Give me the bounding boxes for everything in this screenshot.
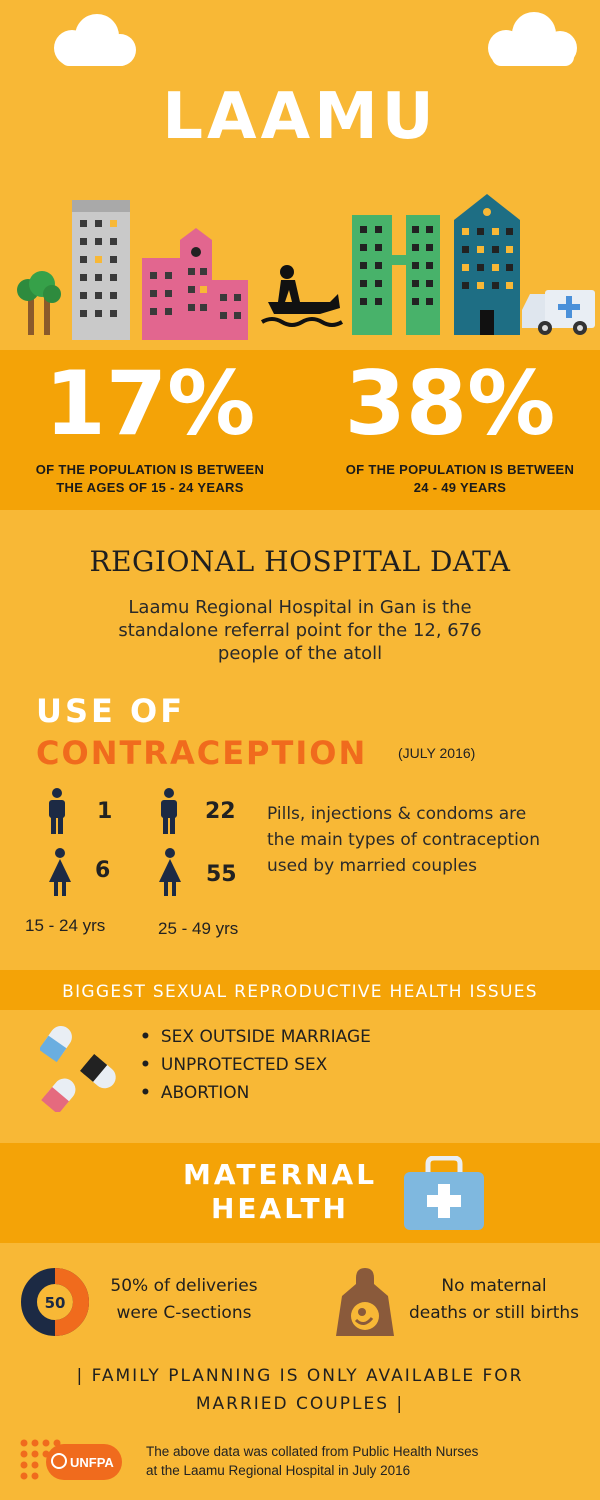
contraception-note: Pills, injections & condoms are the main… [267,804,540,876]
pill-icon [40,1025,116,1112]
maternal-deaths-text: No maternal deaths or still births [408,1276,580,1323]
donut-label: 50 [45,1294,66,1312]
adult-female-count: 55 [206,862,237,887]
age-label-young: 15 - 24 yrs [25,916,106,935]
building-icon [352,215,440,335]
issues-list: SEX OUTSIDE MARRIAGE UNPROTECTED SEX ABO… [140,1023,371,1107]
csection-text: 50% of deliveries were C-sections [110,1276,258,1323]
population-band [0,350,600,510]
pregnant-woman-icon [336,1268,394,1336]
female-icon [49,848,71,896]
issues-band [0,970,600,1010]
city-skyline [17,194,595,340]
maternal-band [0,1143,600,1243]
cloud-icon [488,12,577,66]
csection-donut: 50 [21,1268,89,1336]
list-item: ABORTION [140,1079,371,1107]
list-item: UNPROTECTED SEX [140,1051,371,1079]
contraception-date: (JULY 2016) [398,745,476,761]
stat-38-percent: 38% [344,352,556,455]
medical-kit-icon [404,1156,484,1230]
page-title: LAAMU [162,80,438,154]
adult-male-count: 22 [205,799,236,824]
globe-icon [51,1453,67,1469]
hospital-description: Laamu Regional Hospital in Gan is the st… [118,597,482,664]
age-label-adult: 25 - 49 yrs [158,919,239,938]
male-icon [161,788,177,834]
tree-icon [17,271,61,335]
ambulance-icon [522,290,595,335]
young-female-count: 6 [95,858,111,883]
female-icon [159,848,181,896]
building-icon [72,200,130,340]
cloud-icon [54,14,136,66]
contraception-title-line1: USE OF [36,692,186,730]
stat-38-caption: OF THE POPULATION IS BETWEEN 24 - 49 YEA… [345,462,575,495]
building-icon [454,194,520,335]
young-male-count: 1 [97,799,113,824]
list-item: SEX OUTSIDE MARRIAGE [140,1023,371,1051]
issues-title: BIGGEST SEXUAL REPRODUCTIVE HEALTH ISSUE… [62,982,538,1002]
family-planning-note: | FAMILY PLANNING IS ONLY AVAILABLE FOR … [76,1366,524,1414]
unfpa-logo-text: UNFPA [70,1455,114,1470]
contraception-title-line2: CONTRACEPTION [36,734,368,772]
stat-17-percent: 17% [44,352,256,455]
maternal-title: MATERNAL HEALTH [182,1158,378,1225]
hospital-heading: REGIONAL HOSPITAL DATA [89,545,511,578]
footer-note: The above data was collated from Public … [146,1444,479,1478]
building-icon [142,228,248,340]
male-icon [49,788,65,834]
jetski-icon [260,265,344,327]
stat-17-caption: OF THE POPULATION IS BETWEEN THE AGES OF… [35,462,265,495]
